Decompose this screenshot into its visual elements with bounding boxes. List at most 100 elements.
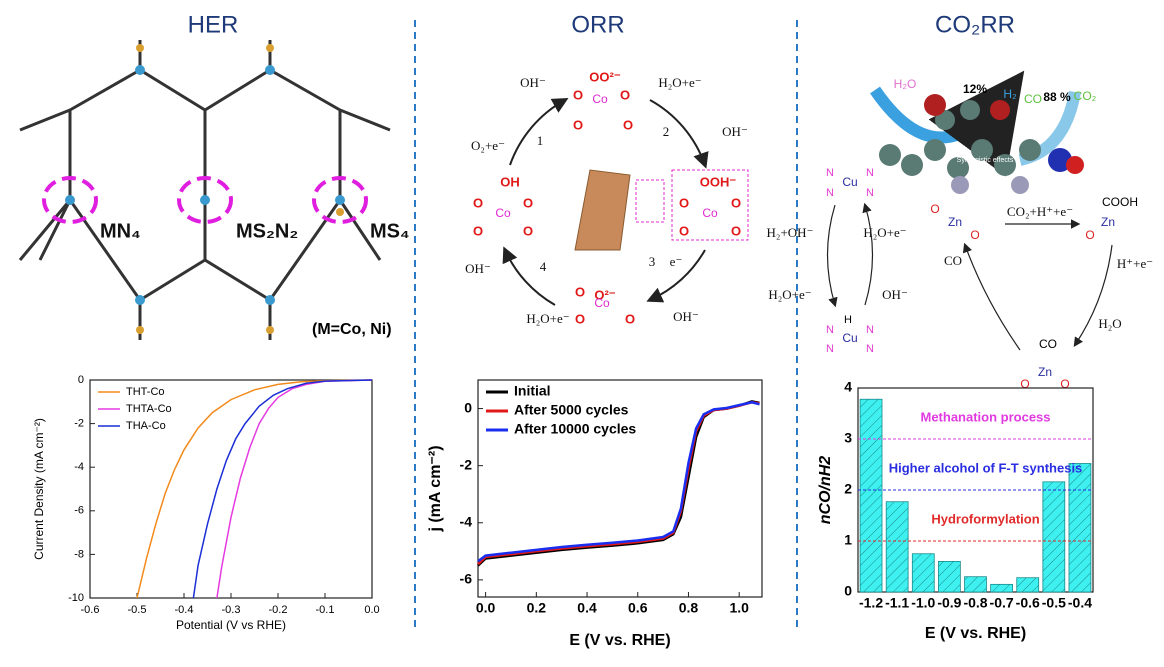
- atom: O: [731, 195, 741, 210]
- product: OH⁻: [722, 124, 748, 139]
- x-tick-label: 1.0: [729, 600, 749, 616]
- atom: N: [866, 167, 874, 179]
- y-axis-label: nCO/nH2: [817, 456, 834, 525]
- legend-label: THTA-Co: [126, 403, 172, 415]
- y-tick-label: -2: [74, 418, 84, 430]
- metal: Cu: [842, 331, 857, 345]
- y-tick-label: -4: [74, 461, 84, 473]
- framework: [18, 40, 391, 340]
- atom: O: [473, 223, 483, 238]
- atom: O: [523, 195, 533, 210]
- y-tick-label: -6: [460, 571, 473, 587]
- legend-label: After 10000 cycles: [514, 421, 636, 437]
- reagent: CO₂+H⁺+e⁻: [1007, 204, 1073, 219]
- note: Synergistic effects: [957, 157, 1014, 164]
- percentage: 88 %: [1043, 90, 1071, 104]
- x-axis-label: Potential (V vs RHE): [176, 618, 286, 632]
- metal: Cu: [842, 175, 857, 189]
- x-tick-label: 0.6: [628, 600, 648, 616]
- atom: O: [623, 117, 633, 132]
- step: 2: [663, 124, 670, 139]
- co2rr-labels: 12% 88 % H₂O H₂ CO CO₂ Synergistic effec…: [767, 77, 1154, 391]
- x-tick-label: -0.4: [1068, 595, 1092, 611]
- y-tick-label: -4: [460, 513, 473, 529]
- percentage: 12%: [963, 82, 987, 96]
- x-tick-label: 0.2: [527, 600, 547, 616]
- y-tick-label: 0: [78, 374, 84, 386]
- reagent: H₂O+e⁻: [526, 311, 569, 326]
- x-tick-label: -1.1: [885, 595, 909, 611]
- atom: N: [826, 343, 834, 355]
- species: COOH: [1102, 195, 1138, 209]
- y-tick-label: 3: [844, 430, 852, 446]
- reagent: H₂O: [1098, 316, 1121, 331]
- x-tick-label: -0.5: [1042, 595, 1066, 611]
- series-line: [192, 379, 373, 599]
- y-tick-label: -2: [460, 456, 473, 472]
- x-tick-label: -0.1: [316, 604, 335, 616]
- step: 1: [537, 133, 544, 148]
- x-axis-label: E (V vs. RHE): [925, 625, 1026, 642]
- species: OOH⁻: [700, 174, 737, 189]
- y-tick-label: 0: [844, 583, 852, 599]
- product: OH⁻: [465, 261, 491, 276]
- legend-label: THT-Co: [126, 386, 165, 398]
- diagram-label: MS₄: [370, 220, 410, 242]
- legend-label: After 5000 cycles: [514, 402, 629, 418]
- product: OH⁻: [673, 309, 699, 324]
- molecule: CO₂: [1074, 89, 1097, 103]
- dividers: [414, 20, 798, 630]
- reagent: H₂O+e⁻: [658, 75, 701, 90]
- x-tick-label: -0.2: [269, 604, 288, 616]
- diagram-label: MN₄: [100, 220, 141, 242]
- species: O²⁻: [594, 287, 615, 302]
- y-axis-label: j (mA cm⁻²): [427, 445, 444, 532]
- step: 4: [540, 259, 547, 274]
- metal: Zn: [1101, 215, 1115, 229]
- atom: N: [866, 187, 874, 199]
- series-line: [216, 379, 373, 599]
- atom: N: [826, 324, 834, 336]
- diagram-label: (M=Co, Ni): [312, 321, 392, 338]
- x-tick-label: 0.0: [476, 600, 496, 616]
- reagent: OH⁻: [882, 287, 908, 302]
- metal: Co: [594, 296, 610, 310]
- reagent: H₂+OH⁻: [767, 225, 814, 240]
- reference-label: Higher alcohol of F-T synthesis: [889, 460, 1083, 475]
- diagram-label: MS₂N₂: [236, 220, 298, 242]
- metal: Co: [592, 92, 608, 106]
- metal: Zn: [948, 215, 962, 229]
- x-tick-label: -0.6: [81, 604, 100, 616]
- product: OH⁻: [520, 75, 546, 90]
- atom: O: [679, 223, 689, 238]
- reference-label: Hydroformylation: [931, 511, 1039, 526]
- series-line: [136, 379, 373, 599]
- bar: [964, 576, 987, 593]
- atom: N: [866, 324, 874, 336]
- x-tick-label: -0.6: [1016, 595, 1040, 611]
- co2rr-structure: [870, 70, 1084, 194]
- atom: O: [573, 87, 583, 102]
- x-tick-label: 0.8: [679, 600, 699, 616]
- x-tick-label: -0.3: [222, 604, 241, 616]
- atom: O: [625, 311, 635, 326]
- species: OO²⁻: [589, 69, 621, 84]
- metal: Co: [495, 206, 511, 220]
- bar: [1042, 481, 1066, 593]
- atom: N: [826, 187, 834, 199]
- reagent: H⁺+e⁻: [1117, 256, 1153, 271]
- plot-frame: [477, 379, 763, 598]
- y-axis-label: Current Density (mA cm⁻²): [32, 418, 46, 560]
- reference-label: Methanation process: [920, 409, 1050, 424]
- atom: O: [930, 202, 939, 216]
- atom: O: [1020, 377, 1029, 391]
- molecule: H₂: [1003, 87, 1017, 101]
- molecule: H₂O: [894, 77, 917, 91]
- atom: N: [866, 343, 874, 355]
- step: 3: [649, 254, 656, 269]
- atom: O: [473, 195, 483, 210]
- bar: [1016, 577, 1040, 593]
- x-tick-label: -1.2: [859, 595, 883, 611]
- series-line: [477, 401, 760, 563]
